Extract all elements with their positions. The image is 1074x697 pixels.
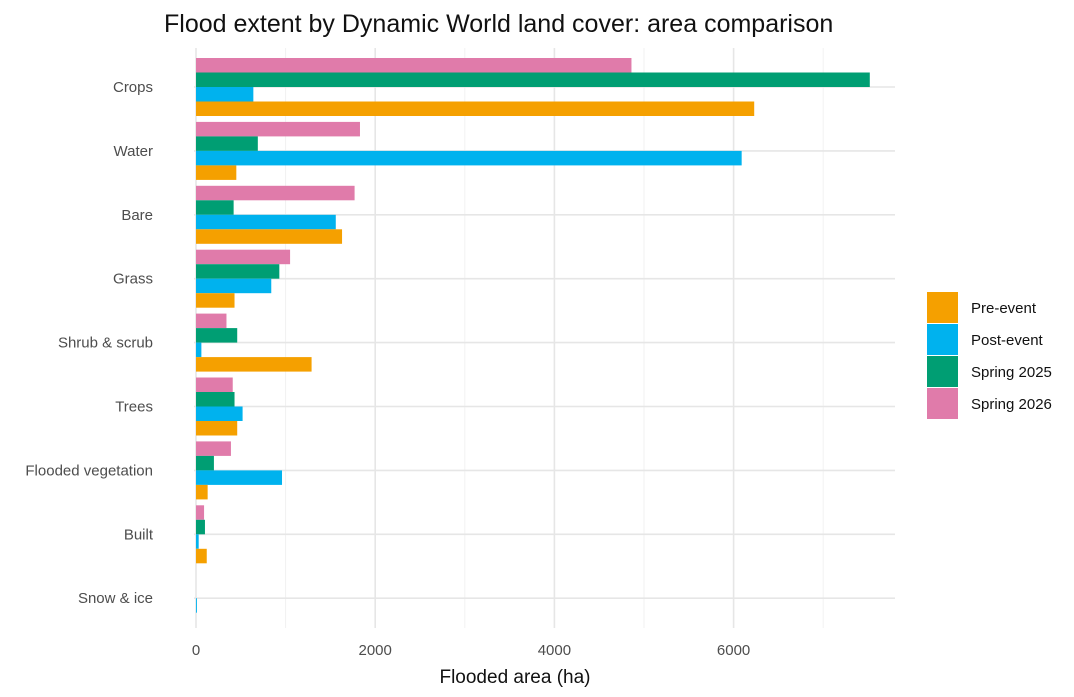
- bar: [196, 229, 343, 244]
- bar: [196, 406, 243, 421]
- legend-swatch: [927, 388, 958, 419]
- bar: [196, 505, 205, 520]
- bar: [196, 165, 237, 180]
- category-label: Built: [124, 526, 154, 543]
- bar: [196, 58, 632, 73]
- bar: [196, 598, 197, 613]
- bar: [196, 534, 199, 549]
- bar: [196, 392, 235, 407]
- bar: [196, 293, 235, 308]
- category-label: Snow & ice: [78, 590, 153, 607]
- x-tick-label: 4000: [538, 642, 571, 659]
- bar: [196, 200, 234, 215]
- bar: [196, 484, 208, 500]
- legend-label: Spring 2026: [971, 396, 1052, 413]
- x-tick-labels: 0 2000 4000 6000: [192, 642, 750, 659]
- bar: [196, 470, 283, 485]
- category-label: Grass: [113, 271, 153, 288]
- legend-swatch: [927, 324, 958, 355]
- bar: [196, 519, 205, 535]
- bar: [196, 264, 280, 279]
- legend: Pre-event Post-event Spring 2025 Spring 202…: [927, 292, 1052, 419]
- bar: [196, 357, 312, 372]
- bar: [196, 214, 336, 230]
- x-tick-label: 6000: [717, 642, 750, 659]
- bar: [196, 441, 231, 456]
- chart-title: Flood extent by Dynamic World land cover…: [164, 10, 833, 38]
- x-tick-label: 0: [192, 642, 200, 659]
- x-tick-label: 2000: [359, 642, 392, 659]
- bar: [196, 185, 355, 201]
- category-label: Shrub & scrub: [58, 335, 153, 352]
- bar: [196, 455, 214, 471]
- bar: [196, 377, 233, 392]
- bar: [196, 101, 755, 116]
- bar: [196, 72, 870, 87]
- bar: [196, 136, 258, 151]
- bar: [196, 342, 202, 358]
- legend-label: Post-event: [971, 332, 1044, 349]
- category-label: Flooded vegetation: [25, 462, 153, 479]
- bar: [196, 328, 238, 343]
- bar: [196, 121, 360, 137]
- category-labels: Crops Water Bare Grass Shrub & scrub Trees Flo…: [25, 79, 153, 607]
- bars: [196, 58, 870, 613]
- category-label: Water: [114, 143, 153, 160]
- legend-swatch: [927, 292, 958, 323]
- bar: [196, 150, 742, 166]
- category-label: Bare: [121, 207, 153, 224]
- category-label: Trees: [115, 399, 153, 416]
- category-label: Crops: [113, 79, 153, 96]
- bar: [196, 421, 238, 436]
- legend-label: Spring 2025: [971, 364, 1052, 381]
- bar: [196, 278, 272, 294]
- x-axis-title: Flooded area (ha): [439, 667, 590, 688]
- bar: [196, 87, 254, 102]
- bar: [196, 313, 227, 329]
- legend-swatch: [927, 356, 958, 387]
- legend-label: Pre-event: [971, 300, 1037, 317]
- bar: [196, 249, 291, 265]
- bar: [196, 548, 207, 564]
